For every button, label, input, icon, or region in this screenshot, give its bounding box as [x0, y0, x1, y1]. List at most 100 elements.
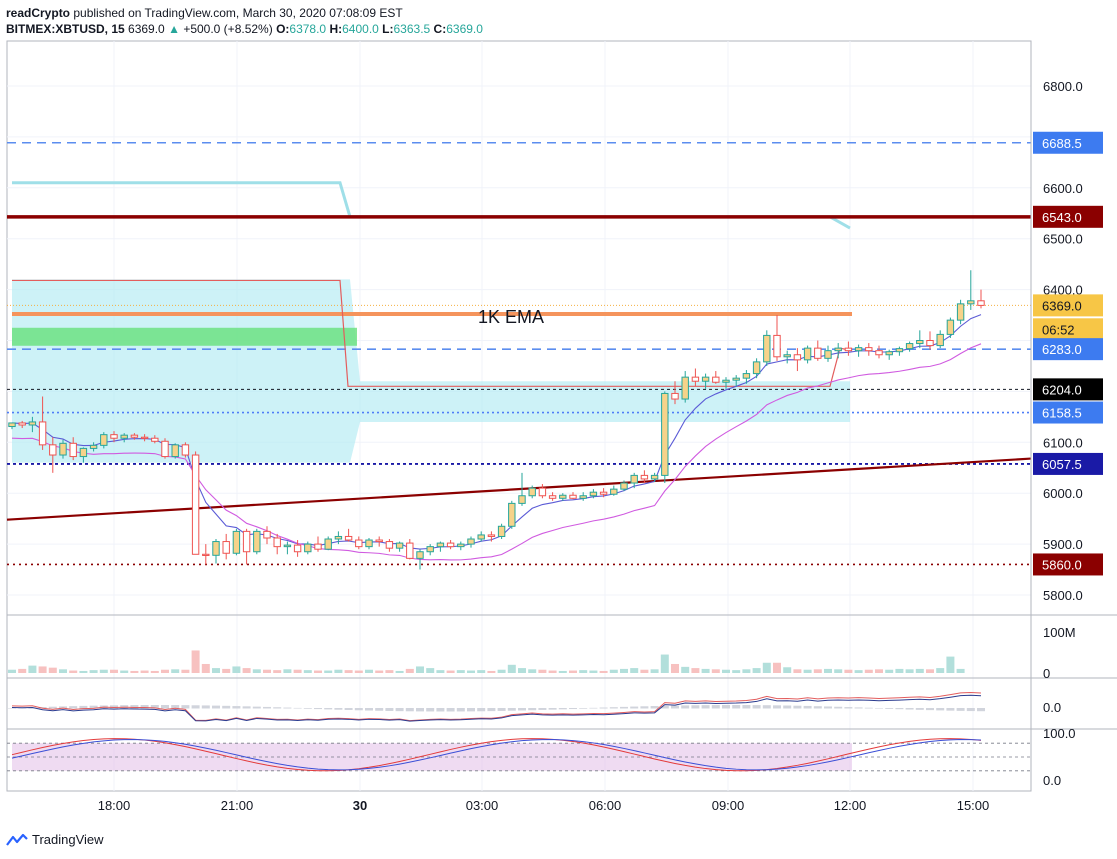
macd-histogram-bar [354, 708, 363, 711]
macd-histogram-bar [977, 708, 985, 712]
macd-histogram-bar [395, 708, 404, 712]
price-tick: 6800.0 [1043, 79, 1083, 94]
ema-annotation[interactable]: 1K EMA [478, 307, 544, 327]
candle-body [681, 376, 689, 400]
volume-bar [548, 670, 557, 673]
macd-histogram-bar [946, 708, 955, 711]
rising-trendline [6, 457, 1032, 521]
volume-bar [344, 670, 353, 673]
macd-histogram-bar [273, 707, 282, 709]
price-label-bg [1033, 205, 1103, 228]
candle-body [49, 444, 57, 456]
price-label-bg [1033, 378, 1103, 401]
candle-body [100, 434, 108, 446]
candle-body [436, 542, 445, 548]
price-tick: 5800.0 [1043, 588, 1083, 603]
candle-body [487, 534, 496, 537]
time-tick: 09:00 [712, 798, 745, 813]
candle-body [773, 334, 781, 358]
tradingview-brand[interactable]: TradingView [6, 832, 104, 847]
price-label: 5860.0 [1042, 557, 1082, 572]
price-axis[interactable]: 6800.0 6600.0 6500.0 6400.0 6100.0 6000.0 5900… [1043, 79, 1083, 603]
price-label: 6057.5 [1042, 457, 1082, 472]
macd-line [11, 694, 982, 722]
candle-body [222, 541, 230, 554]
price-label-bg [1033, 401, 1103, 424]
macd-histogram-bar [589, 707, 598, 709]
volume-pane: 100M 0 [8, 625, 1076, 681]
candle-body [151, 437, 159, 442]
candle-body [365, 539, 373, 548]
candle-body [263, 530, 271, 539]
volume-bar [212, 668, 220, 673]
macd-histogram-bar [609, 707, 618, 709]
candle-body [967, 300, 975, 305]
candle-body [926, 340, 934, 347]
low-label: L: [382, 22, 394, 36]
volume-bar [579, 670, 588, 673]
macd-histogram-bar [365, 708, 373, 711]
volume-bar [773, 662, 781, 673]
author-name[interactable]: readCrypto [6, 6, 71, 20]
macd-histogram-bar [38, 707, 47, 709]
macd-histogram-bar [640, 706, 649, 709]
candle-body [375, 539, 383, 543]
volume-bar [793, 669, 802, 673]
candle-body [916, 340, 924, 345]
price-label: 6369.0 [1042, 298, 1082, 313]
price-tick: 6500.0 [1043, 232, 1083, 247]
low-value: 6363.5 [393, 22, 431, 36]
volume-bar [242, 668, 251, 673]
volume-bar [181, 669, 190, 673]
macd-histogram-bar [742, 705, 751, 709]
symbol-label[interactable]: BITMEX:XBTUSD, 15 [6, 22, 125, 36]
volume-bar [69, 670, 78, 673]
volume-bar [844, 669, 853, 673]
macd-histogram-bar [467, 708, 475, 712]
stoch-tick-100: 100.0 [1043, 726, 1076, 741]
volume-tick-0: 0 [1043, 666, 1050, 681]
candle-body [548, 495, 557, 499]
macd-histogram-bar [487, 708, 496, 712]
price-label: 6283.0 [1042, 342, 1082, 357]
volume-bar [314, 670, 322, 673]
price-label: 6158.5 [1042, 406, 1082, 421]
macd-histogram-bar [813, 706, 822, 709]
candle-body [599, 491, 608, 495]
macd-histogram-bar [385, 708, 394, 711]
volume-bar [671, 663, 679, 673]
macd-histogram-bar [834, 706, 843, 709]
volume-bar [742, 669, 751, 673]
macd-tick-0: 0.0 [1043, 700, 1061, 715]
volume-bar [936, 668, 945, 673]
macd-histogram-bar [732, 705, 741, 709]
trend-line[interactable] [6, 457, 1032, 521]
macd-histogram-bar [436, 708, 445, 712]
volume-bar [875, 669, 883, 673]
macd-histogram-bar [783, 705, 792, 709]
time-tick: 06:00 [589, 798, 622, 813]
macd-histogram-bar [701, 705, 710, 709]
macd-histogram-bar [110, 705, 118, 709]
candle-body [569, 494, 577, 499]
volume-bar [467, 670, 475, 673]
candle-body [844, 347, 853, 352]
macd-histogram-bar [854, 707, 863, 709]
chart-canvas[interactable]: 100M 0 0.0 100.0 0.0 6800.0 6600.0 6500.0 640… [0, 0, 1117, 832]
macd-histogram-bar [966, 708, 975, 712]
volume-bar [293, 669, 302, 673]
volume-bar [803, 669, 812, 673]
candle-body [8, 422, 16, 428]
candle-body [446, 542, 455, 548]
volume-bar [895, 668, 904, 673]
volume-bar [303, 670, 312, 673]
candle-body [620, 482, 628, 490]
macd-histogram-bar [242, 706, 251, 709]
volume-bar [813, 669, 822, 673]
macd-histogram-bar [416, 708, 424, 712]
candle-body [38, 421, 47, 446]
volume-bar [201, 663, 210, 673]
candle-body [69, 442, 77, 458]
time-axis[interactable]: 18:00 21:00 30 03:00 06:00 09:00 12:00 15:00 [98, 798, 990, 813]
candle-body [416, 551, 424, 559]
